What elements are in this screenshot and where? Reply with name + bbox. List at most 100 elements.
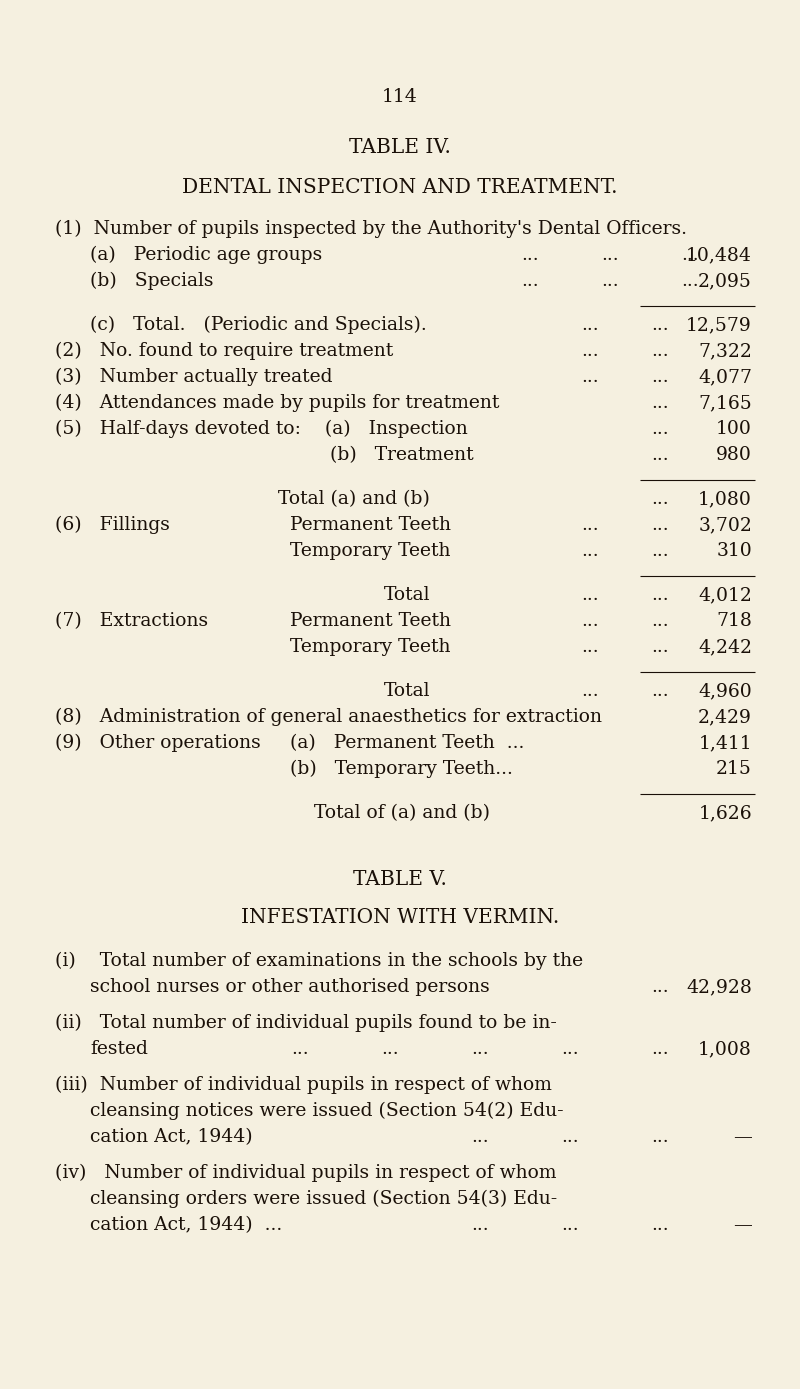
- Text: 42,928: 42,928: [686, 978, 752, 996]
- Text: (5)   Half-days devoted to:    (a)   Inspection: (5) Half-days devoted to: (a) Inspection: [55, 419, 468, 439]
- Text: 7,165: 7,165: [698, 394, 752, 413]
- Text: (9)   Other operations: (9) Other operations: [55, 733, 261, 753]
- Text: ...: ...: [581, 368, 599, 386]
- Text: ...: ...: [651, 342, 669, 360]
- Text: Total (a) and (b): Total (a) and (b): [278, 490, 430, 508]
- Text: (iii)  Number of individual pupils in respect of whom: (iii) Number of individual pupils in res…: [55, 1076, 552, 1095]
- Text: 4,012: 4,012: [698, 586, 752, 604]
- Text: Total of (a) and (b): Total of (a) and (b): [314, 804, 490, 822]
- Text: ...: ...: [581, 586, 599, 604]
- Text: 1,411: 1,411: [698, 733, 752, 751]
- Text: Temporary Teeth: Temporary Teeth: [290, 542, 450, 560]
- Text: cleansing notices were issued (Section 54(2) Edu-: cleansing notices were issued (Section 5…: [90, 1101, 564, 1121]
- Text: Total: Total: [383, 586, 430, 604]
- Text: ...: ...: [561, 1040, 579, 1058]
- Text: ...: ...: [521, 246, 539, 264]
- Text: ...: ...: [651, 515, 669, 533]
- Text: ...: ...: [651, 446, 669, 464]
- Text: ...: ...: [581, 613, 599, 631]
- Text: (b)   Specials: (b) Specials: [90, 272, 214, 290]
- Text: ...: ...: [651, 542, 669, 560]
- Text: 718: 718: [716, 613, 752, 631]
- Text: ...: ...: [581, 542, 599, 560]
- Text: ...: ...: [471, 1040, 489, 1058]
- Text: 3,702: 3,702: [698, 515, 752, 533]
- Text: cleansing orders were issued (Section 54(3) Edu-: cleansing orders were issued (Section 54…: [90, 1190, 558, 1208]
- Text: —: —: [733, 1128, 752, 1146]
- Text: INFESTATION WITH VERMIN.: INFESTATION WITH VERMIN.: [241, 908, 559, 926]
- Text: 114: 114: [382, 88, 418, 106]
- Text: (a)   Periodic age groups: (a) Periodic age groups: [90, 246, 322, 264]
- Text: cation Act, 1944)  ...: cation Act, 1944) ...: [90, 1215, 282, 1233]
- Text: ...: ...: [681, 246, 699, 264]
- Text: (2)   No. found to require treatment: (2) No. found to require treatment: [55, 342, 394, 360]
- Text: 2,095: 2,095: [698, 272, 752, 290]
- Text: 1,008: 1,008: [698, 1040, 752, 1058]
- Text: ...: ...: [581, 682, 599, 700]
- Text: ...: ...: [651, 682, 669, 700]
- Text: Permanent Teeth: Permanent Teeth: [290, 515, 451, 533]
- Text: ...: ...: [651, 1128, 669, 1146]
- Text: ...: ...: [651, 368, 669, 386]
- Text: (3)   Number actually treated: (3) Number actually treated: [55, 368, 333, 386]
- Text: 310: 310: [716, 542, 752, 560]
- Text: fested: fested: [90, 1040, 148, 1058]
- Text: ...: ...: [651, 317, 669, 333]
- Text: ...: ...: [581, 515, 599, 533]
- Text: ...: ...: [581, 342, 599, 360]
- Text: (8)   Administration of general anaesthetics for extraction: (8) Administration of general anaestheti…: [55, 708, 602, 726]
- Text: —: —: [733, 1215, 752, 1233]
- Text: ...: ...: [681, 272, 699, 290]
- Text: 4,077: 4,077: [698, 368, 752, 386]
- Text: ...: ...: [561, 1215, 579, 1233]
- Text: ...: ...: [581, 317, 599, 333]
- Text: DENTAL INSPECTION AND TREATMENT.: DENTAL INSPECTION AND TREATMENT.: [182, 178, 618, 197]
- Text: (b)   Temporary Teeth...: (b) Temporary Teeth...: [290, 760, 513, 778]
- Text: ...: ...: [651, 1040, 669, 1058]
- Text: ...: ...: [521, 272, 539, 290]
- Text: 215: 215: [716, 760, 752, 778]
- Text: cation Act, 1944): cation Act, 1944): [90, 1128, 253, 1146]
- Text: TABLE IV.: TABLE IV.: [349, 138, 451, 157]
- Text: TABLE V.: TABLE V.: [353, 870, 447, 889]
- Text: (7)   Extractions: (7) Extractions: [55, 613, 208, 631]
- Text: ...: ...: [651, 1215, 669, 1233]
- Text: (i)    Total number of examinations in the schools by the: (i) Total number of examinations in the …: [55, 951, 583, 971]
- Text: (b)   Treatment: (b) Treatment: [330, 446, 474, 464]
- Text: 100: 100: [716, 419, 752, 438]
- Text: ...: ...: [651, 419, 669, 438]
- Text: ...: ...: [601, 272, 619, 290]
- Text: 4,960: 4,960: [698, 682, 752, 700]
- Text: Total: Total: [383, 682, 430, 700]
- Text: ...: ...: [581, 638, 599, 656]
- Text: 12,579: 12,579: [686, 317, 752, 333]
- Text: Temporary Teeth: Temporary Teeth: [290, 638, 450, 656]
- Text: Permanent Teeth: Permanent Teeth: [290, 613, 451, 631]
- Text: 7,322: 7,322: [698, 342, 752, 360]
- Text: ...: ...: [651, 978, 669, 996]
- Text: (6)   Fillings: (6) Fillings: [55, 515, 170, 535]
- Text: ...: ...: [561, 1128, 579, 1146]
- Text: 1,626: 1,626: [698, 804, 752, 822]
- Text: (4)   Attendances made by pupils for treatment: (4) Attendances made by pupils for treat…: [55, 394, 499, 413]
- Text: (ii)   Total number of individual pupils found to be in-: (ii) Total number of individual pupils f…: [55, 1014, 557, 1032]
- Text: 10,484: 10,484: [686, 246, 752, 264]
- Text: ...: ...: [291, 1040, 309, 1058]
- Text: ...: ...: [651, 490, 669, 508]
- Text: 980: 980: [716, 446, 752, 464]
- Text: (iv)   Number of individual pupils in respect of whom: (iv) Number of individual pupils in resp…: [55, 1164, 557, 1182]
- Text: 4,242: 4,242: [698, 638, 752, 656]
- Text: (a)   Permanent Teeth  ...: (a) Permanent Teeth ...: [290, 733, 524, 751]
- Text: school nurses or other authorised persons: school nurses or other authorised person…: [90, 978, 490, 996]
- Text: ...: ...: [601, 246, 619, 264]
- Text: ...: ...: [471, 1128, 489, 1146]
- Text: 1,080: 1,080: [698, 490, 752, 508]
- Text: ...: ...: [651, 613, 669, 631]
- Text: ...: ...: [651, 586, 669, 604]
- Text: (1)  Number of pupils inspected by the Authority's Dental Officers.: (1) Number of pupils inspected by the Au…: [55, 219, 687, 239]
- Text: (c)   Total.   (Periodic and Specials).: (c) Total. (Periodic and Specials).: [90, 317, 426, 335]
- Text: ...: ...: [471, 1215, 489, 1233]
- Text: ...: ...: [651, 638, 669, 656]
- Text: 2,429: 2,429: [698, 708, 752, 726]
- Text: ...: ...: [381, 1040, 399, 1058]
